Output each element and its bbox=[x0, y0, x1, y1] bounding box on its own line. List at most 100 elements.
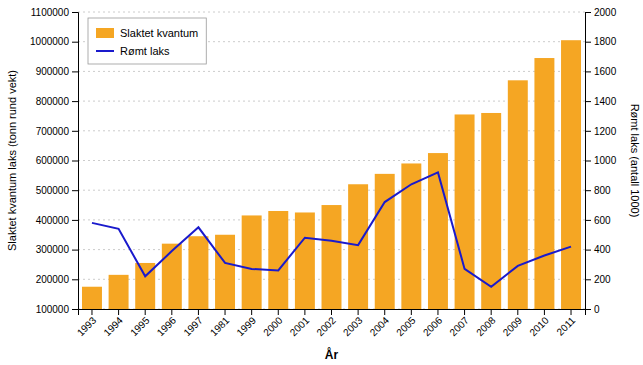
tick-label: 900000 bbox=[36, 66, 70, 77]
x-axis-title: År bbox=[325, 347, 339, 362]
tick-mark bbox=[585, 220, 591, 221]
axis-line bbox=[72, 13, 79, 310]
tick: 300000 bbox=[36, 244, 78, 255]
legend-swatch bbox=[96, 28, 114, 38]
bar bbox=[162, 244, 182, 309]
tick: 200000 bbox=[36, 274, 78, 285]
tick: 400 bbox=[585, 244, 611, 255]
tick-label: 400 bbox=[594, 244, 611, 255]
tick-mark bbox=[171, 309, 172, 315]
tick-mark bbox=[72, 42, 78, 43]
legend-label: Rømt laks bbox=[120, 45, 170, 57]
tick-label: 800 bbox=[594, 185, 611, 196]
tick-mark bbox=[72, 309, 78, 310]
tick-label: 1400 bbox=[594, 96, 617, 107]
tick-label: 1100000 bbox=[31, 7, 70, 18]
tick-label: 1993 bbox=[75, 314, 99, 338]
tick: 2005 bbox=[394, 309, 418, 338]
tick-mark bbox=[585, 71, 591, 72]
bar bbox=[481, 113, 501, 309]
tick-label: 2003 bbox=[341, 314, 365, 338]
axis-line bbox=[79, 310, 586, 316]
tick-label: 200000 bbox=[36, 274, 70, 285]
legend-swatch bbox=[96, 50, 114, 52]
tick: 200 bbox=[585, 274, 611, 285]
tick: 1997 bbox=[181, 309, 205, 338]
tick: 1200 bbox=[585, 126, 617, 137]
tick: 1995 bbox=[128, 309, 152, 338]
bar-series bbox=[82, 40, 581, 309]
tick: 1993 bbox=[75, 309, 99, 338]
tick-label: 700000 bbox=[36, 126, 70, 137]
tick-label: 2001 bbox=[288, 314, 312, 338]
tick-label: 1000 bbox=[594, 155, 617, 166]
line bbox=[92, 172, 571, 286]
tick-label: 1995 bbox=[128, 314, 152, 338]
tick: 2007 bbox=[447, 309, 471, 338]
tick-label: 1997 bbox=[181, 314, 205, 338]
tick-label: 200 bbox=[594, 274, 611, 285]
tick: 2010 bbox=[527, 309, 551, 338]
tick: 100000 bbox=[36, 304, 78, 315]
tick-mark bbox=[304, 309, 305, 315]
tick-label: 1600 bbox=[594, 66, 617, 77]
tick-mark bbox=[72, 250, 78, 251]
tick: 0 bbox=[585, 304, 600, 315]
tick: 1100000 bbox=[31, 7, 78, 18]
legend-item: Slaktet kvantum bbox=[96, 27, 198, 39]
plot: 1993199419951996199719811999200020012002… bbox=[30, 7, 617, 339]
tick-mark bbox=[72, 220, 78, 221]
tick-mark bbox=[72, 190, 78, 191]
tick-mark bbox=[585, 101, 591, 102]
bar bbox=[455, 114, 475, 309]
legend-item: Rømt laks bbox=[96, 45, 170, 57]
tick-label: 1981 bbox=[208, 314, 232, 338]
tick-label: 600000 bbox=[36, 155, 70, 166]
tick-label: 2008 bbox=[474, 314, 498, 338]
tick: 600 bbox=[585, 215, 611, 226]
tick-label: 2004 bbox=[368, 314, 392, 338]
tick-label: 2000 bbox=[261, 314, 285, 338]
tick-mark bbox=[585, 42, 591, 43]
tick-mark bbox=[225, 309, 226, 315]
tick-mark bbox=[145, 309, 146, 315]
tick-mark bbox=[72, 161, 78, 162]
tick-mark bbox=[517, 309, 518, 315]
tick-mark bbox=[585, 12, 591, 13]
tick-mark bbox=[585, 279, 591, 280]
y2-axis: 0 200 400 600 800 1000 1200 1400 1600 1800 2000 bbox=[585, 7, 617, 315]
tick-mark bbox=[544, 309, 545, 315]
tick-label: 2000 bbox=[594, 7, 617, 18]
bar bbox=[268, 211, 288, 309]
tick-label: 2009 bbox=[501, 314, 525, 338]
tick-mark bbox=[72, 71, 78, 72]
bar bbox=[534, 58, 554, 309]
tick: 1981 bbox=[208, 309, 232, 338]
tick: 800000 bbox=[36, 96, 78, 107]
tick-label: 1200 bbox=[594, 126, 617, 137]
tick-mark bbox=[72, 131, 78, 132]
tick-mark bbox=[278, 309, 279, 315]
bar bbox=[508, 80, 528, 309]
tick-label: 400000 bbox=[36, 215, 70, 226]
grid-line bbox=[78, 12, 585, 13]
tick: 1600 bbox=[585, 66, 617, 77]
tick-label: 2005 bbox=[394, 314, 418, 338]
tick-mark bbox=[585, 161, 591, 162]
tick-label: 300000 bbox=[36, 244, 70, 255]
tick: 1996 bbox=[155, 309, 179, 338]
tick-mark bbox=[72, 101, 78, 102]
bar bbox=[82, 287, 102, 309]
tick-label: 500000 bbox=[36, 185, 70, 196]
tick-mark bbox=[585, 250, 591, 251]
tick-mark bbox=[585, 309, 591, 310]
bar bbox=[322, 205, 342, 309]
tick-label: 1800 bbox=[594, 36, 617, 47]
tick: 2000 bbox=[585, 7, 617, 18]
tick-label: 1999 bbox=[235, 314, 259, 338]
bar bbox=[375, 174, 395, 309]
tick-label: 2007 bbox=[447, 314, 471, 338]
legend-box bbox=[88, 18, 206, 64]
tick: 1000000 bbox=[30, 36, 78, 47]
tick-mark bbox=[251, 309, 252, 315]
